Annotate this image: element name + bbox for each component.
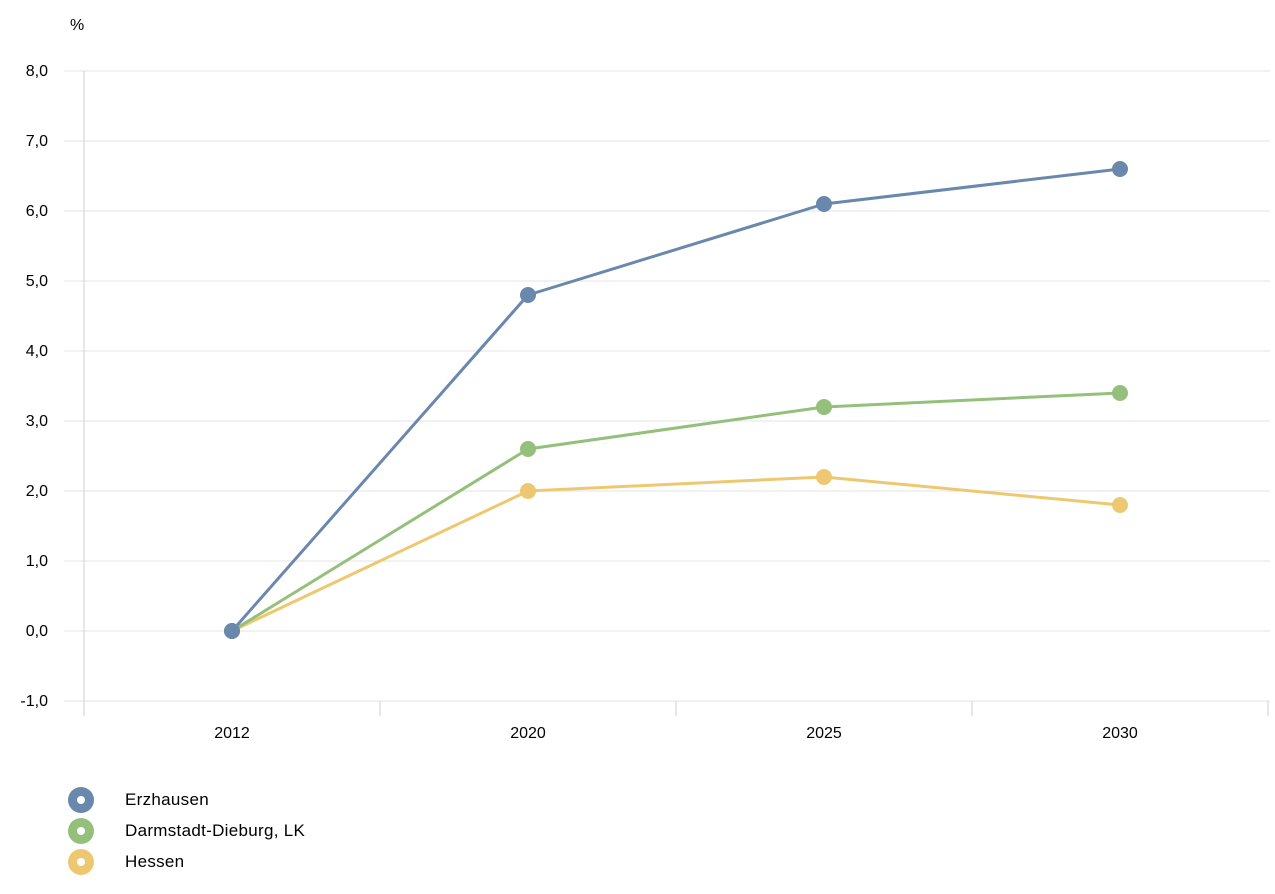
y-tick-label: 2,0 bbox=[26, 483, 48, 500]
gridlines bbox=[64, 70, 1270, 702]
x-tick-label: 2025 bbox=[806, 725, 842, 742]
y-unit-label: % bbox=[70, 17, 84, 34]
legend-item[interactable]: Darmstadt-Dieburg, LK bbox=[68, 815, 305, 846]
legend-label: Erzhausen bbox=[125, 789, 209, 809]
series-lines bbox=[230, 167, 1122, 633]
legend-item[interactable]: Hessen bbox=[68, 846, 305, 877]
legend-marker-icon bbox=[68, 786, 94, 813]
data-point[interactable] bbox=[1112, 497, 1128, 513]
x-tick-label: 2012 bbox=[214, 725, 250, 742]
data-point[interactable] bbox=[520, 441, 536, 457]
axes: -1,0 0,0 1,0 2,0 3,0 4,0 5,0 6,0 7,0 8,0 2012 2020 2… bbox=[20, 63, 1269, 742]
data-point[interactable] bbox=[1112, 161, 1128, 177]
legend-label: Hessen bbox=[125, 851, 185, 871]
series-line bbox=[230, 391, 1122, 633]
legend-marker-icon bbox=[68, 817, 94, 844]
data-point[interactable] bbox=[1112, 385, 1128, 401]
series-line bbox=[230, 475, 1122, 633]
data-point[interactable] bbox=[224, 623, 240, 639]
y-tick-label: -1,0 bbox=[20, 693, 48, 710]
y-tick-label: 3,0 bbox=[26, 413, 48, 430]
data-point[interactable] bbox=[520, 483, 536, 499]
y-tick-label: 6,0 bbox=[26, 203, 48, 220]
legend-item[interactable]: Erzhausen bbox=[68, 784, 305, 815]
legend-label: Darmstadt-Dieburg, LK bbox=[125, 820, 306, 840]
data-point[interactable] bbox=[816, 399, 832, 415]
series-points bbox=[224, 161, 1128, 639]
data-point[interactable] bbox=[816, 196, 832, 212]
line-chart: % -1,0 0,0 1,0 2,0 3,0 4,0 5,0 6,0 7,0 8,0 2012 202… bbox=[20, 17, 1270, 742]
y-tick-label: 7,0 bbox=[26, 133, 48, 150]
x-tick-label: 2030 bbox=[1102, 725, 1138, 742]
y-tick-label: 0,0 bbox=[26, 623, 48, 640]
legend: Erzhausen Darmstadt-Dieburg, LK Hessen bbox=[68, 784, 305, 877]
y-tick-label: 4,0 bbox=[26, 343, 48, 360]
y-tick-label: 8,0 bbox=[26, 63, 48, 80]
x-tick-label: 2020 bbox=[510, 725, 546, 742]
data-point[interactable] bbox=[520, 287, 536, 303]
y-tick-label: 1,0 bbox=[26, 553, 48, 570]
legend-marker-icon bbox=[68, 848, 94, 875]
series-line bbox=[230, 167, 1122, 633]
y-tick-label: 5,0 bbox=[26, 273, 48, 290]
data-point[interactable] bbox=[816, 469, 832, 485]
